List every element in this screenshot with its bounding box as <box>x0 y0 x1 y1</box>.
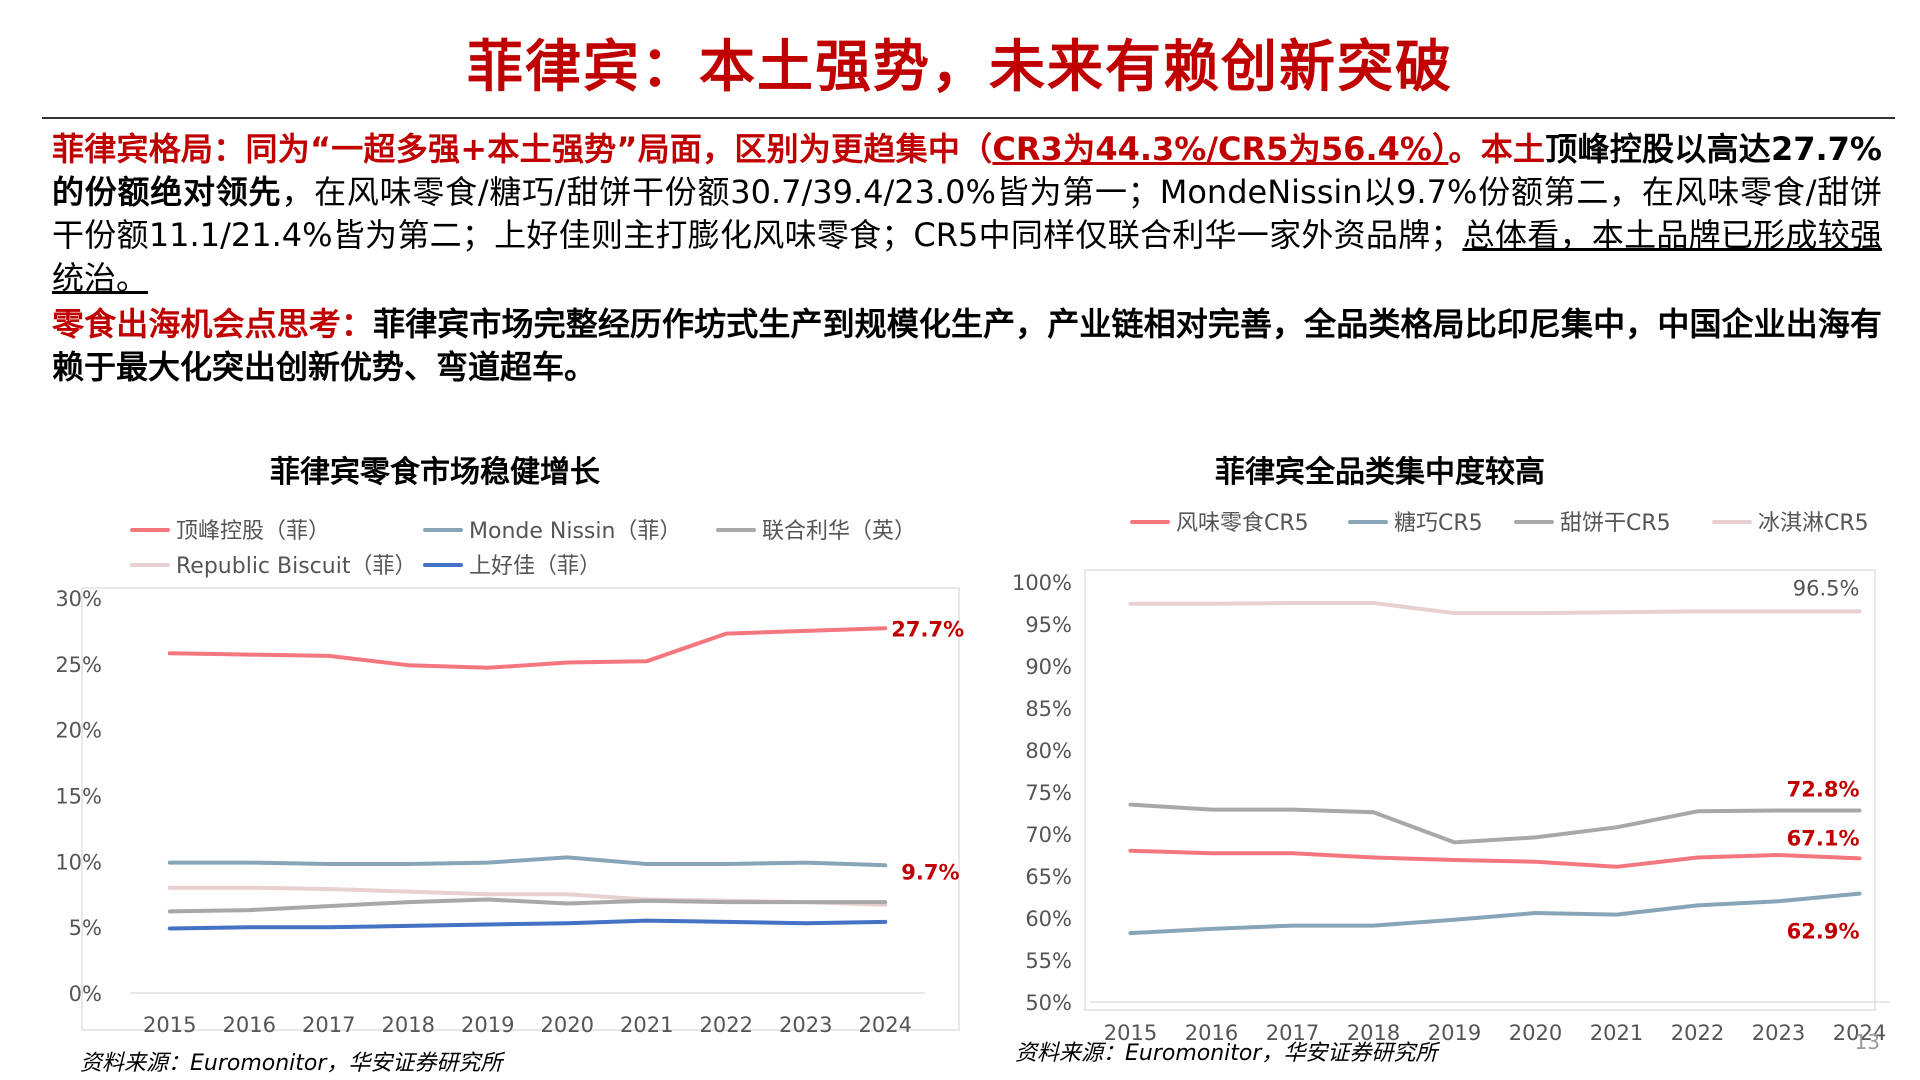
x-tick-label: 2018 <box>1347 1021 1400 1045</box>
series-line-1 <box>167 626 888 670</box>
x-tick-label: 2016 <box>1185 1021 1238 1045</box>
y-tick-label: 50% <box>1025 991 1072 1015</box>
end-data-label-2: 9.7% <box>901 860 959 884</box>
y-tick-label: 90% <box>1025 655 1072 679</box>
end-data-label-3: 72.8% <box>1787 777 1860 801</box>
series-line-3 <box>167 897 888 914</box>
legend-label-2: 糖巧CR5 <box>1394 511 1483 536</box>
end-data-label-1: 27.7% <box>891 617 964 641</box>
series-line-5 <box>167 918 888 931</box>
y-tick-label: 20% <box>55 719 102 743</box>
paragraph-opportunity: 零食出海机会点思考：菲律宾市场完整经历作坊式生产到规模化生产，产业链相对完善，全… <box>52 303 1882 389</box>
x-tick-label: 2024 <box>1833 1021 1886 1045</box>
x-tick-label: 2015 <box>143 1013 196 1037</box>
series-line-2 <box>1128 891 1862 936</box>
series-line-2 <box>167 855 888 868</box>
x-tick-label: 2024 <box>859 1013 912 1037</box>
p2-body: 菲律宾市场完整经历作坊式生产到规模化生产，产业链相对完善，全品类格局比印尼集中，… <box>52 305 1882 386</box>
chart-source: 资料来源：Euromonitor，华安证券研究所 <box>1015 1041 1440 1066</box>
y-tick-label: 70% <box>1025 823 1072 847</box>
y-tick-label: 100% <box>1012 571 1072 595</box>
y-tick-label: 5% <box>69 916 102 940</box>
legend-label-3: 联合利华（英） <box>762 519 916 544</box>
x-tick-label: 2017 <box>302 1013 355 1037</box>
page-title: 菲律宾：本土强势，未来有赖创新突破 <box>467 35 1453 100</box>
x-tick-label: 2022 <box>1671 1021 1724 1045</box>
end-data-label-1: 67.1% <box>1787 826 1860 850</box>
y-tick-label: 0% <box>69 982 102 1006</box>
end-data-label-2: 62.9% <box>1787 920 1860 944</box>
series-line-4 <box>1128 601 1862 616</box>
y-tick-label: 85% <box>1025 697 1072 721</box>
legend-label-4: Republic Biscuit（菲） <box>176 554 416 579</box>
y-tick-label: 55% <box>1025 949 1072 973</box>
legend-label-4: 冰淇淋CR5 <box>1758 511 1869 536</box>
x-tick-label: 2016 <box>223 1013 276 1037</box>
page-number: 13 <box>1854 1030 1880 1054</box>
chart-frame <box>1084 569 1876 1011</box>
y-tick-label: 25% <box>55 653 102 677</box>
p1-cr: CR3为44.3%/CR5为56.4%） <box>992 130 1449 168</box>
y-tick-label: 15% <box>55 785 102 809</box>
p2-lead: 零食出海机会点思考： <box>52 305 374 343</box>
chart-title: 菲律宾零食市场稳健增长 <box>270 455 600 490</box>
legend-label-2: Monde Nissin（菲） <box>469 519 681 544</box>
legend-label-5: 上好佳（菲） <box>469 554 601 579</box>
x-tick-label: 2021 <box>1590 1021 1643 1045</box>
x-tick-label: 2019 <box>1428 1021 1481 1045</box>
series-line-3 <box>1128 802 1862 845</box>
x-tick-label: 2020 <box>1509 1021 1562 1045</box>
x-tick-label: 2015 <box>1104 1021 1157 1045</box>
y-tick-label: 80% <box>1025 739 1072 763</box>
y-tick-label: 95% <box>1025 613 1072 637</box>
x-tick-label: 2020 <box>541 1013 594 1037</box>
p1-lead: 菲律宾格局：同为“一超多强+本土强势”局面，区别为更趋集中（ <box>52 130 993 168</box>
legend-label-1: 顶峰控股（菲） <box>176 519 330 544</box>
legend-label-1: 风味零食CR5 <box>1176 511 1309 536</box>
chart-title: 菲律宾全品类集中度较高 <box>1215 455 1545 490</box>
p1-conclusion: 总体看，本土品牌已形成较强统治。 <box>52 216 1882 297</box>
x-tick-label: 2021 <box>620 1013 673 1037</box>
series-line-1 <box>1128 848 1862 869</box>
y-tick-label: 10% <box>55 850 102 874</box>
title-divider <box>42 117 1895 119</box>
y-tick-label: 75% <box>1025 781 1072 805</box>
x-tick-label: 2019 <box>461 1013 514 1037</box>
p1-body: ，在风味零食/糖巧/甜饼干份额30.7/39.4/23.0%皆为第一；Monde… <box>52 173 1882 254</box>
x-tick-label: 2018 <box>382 1013 435 1037</box>
end-data-label-4: 96.5% <box>1793 576 1860 600</box>
x-tick-label: 2022 <box>700 1013 753 1037</box>
chart-source: 资料来源：Euromonitor，华安证券研究所 <box>80 1051 505 1076</box>
chart-frame <box>81 587 960 1031</box>
y-tick-label: 60% <box>1025 907 1072 931</box>
legend-label-3: 甜饼干CR5 <box>1560 511 1671 536</box>
y-tick-label: 65% <box>1025 865 1072 889</box>
p1-bold-leader: 顶峰控股以高达27.7%的份额绝对领先 <box>52 130 1882 211</box>
x-tick-label: 2023 <box>1752 1021 1805 1045</box>
y-tick-label: 30% <box>55 587 102 611</box>
p1-dot: 。本土 <box>1448 130 1546 168</box>
x-tick-label: 2017 <box>1266 1021 1319 1045</box>
x-tick-label: 2023 <box>779 1013 832 1037</box>
paragraph-market-structure: 菲律宾格局：同为“一超多强+本土强势”局面，区别为更趋集中（CR3为44.3%/… <box>52 128 1882 300</box>
